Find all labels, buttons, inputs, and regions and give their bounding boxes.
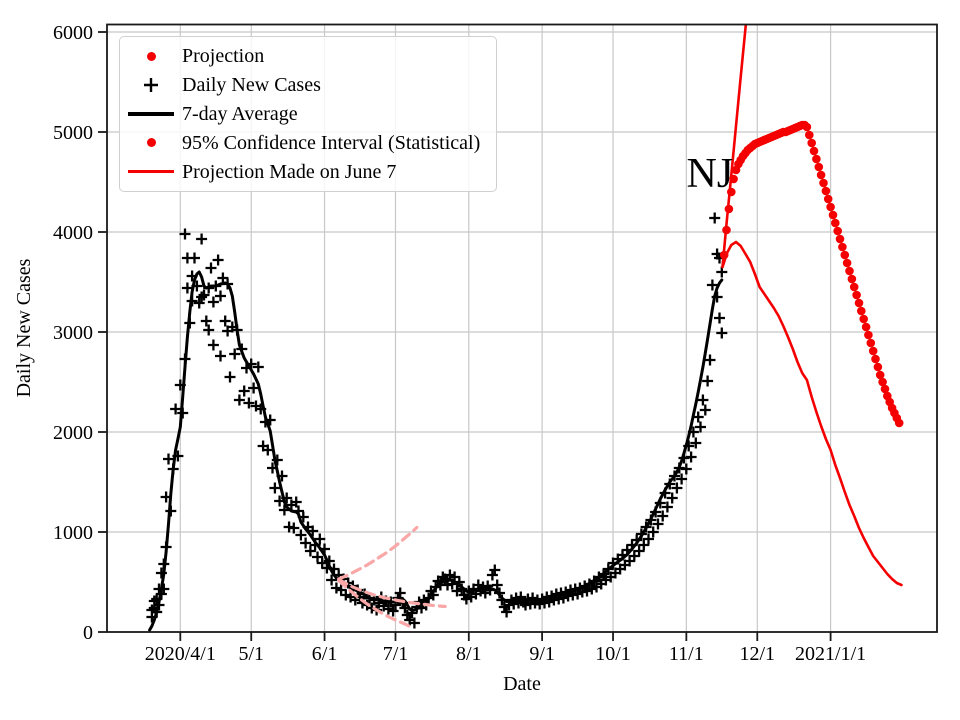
y-axis-tick-label: 3000 [53,322,93,344]
axis-tick-labels: 2020/4/1 5/1 6/1 7/1 8/1 9/1 10/1 11/1 12/1 2021/… [53,22,866,665]
x-axis-title: Date [503,673,541,695]
legend-dot-icon [120,138,182,148]
x-axis-tick-label: 10/1 [595,643,631,665]
legend-label: Daily New Cases [182,74,321,97]
x-axis-tick-label: 5/1 [238,643,264,665]
gridlines [107,24,937,632]
line-sample-icon [128,169,174,174]
series-seven-day-average [148,270,724,632]
legend-item-1: Daily New Cases [120,71,496,99]
series-daily-new-cases [146,212,728,629]
legend-label: Projection Made on June 7 [182,160,397,183]
series-ci-upper [721,24,748,269]
legend-item-0: Projection [120,42,496,70]
legend-item-4: Projection Made on June 7 [120,158,496,186]
series-june7-projection-lower [337,578,414,630]
legend-plus-icon [120,76,182,94]
series-june7-projection-upper [337,525,419,581]
series-ci-lower [721,240,903,587]
x-axis-tick-label: 6/1 [312,643,338,665]
legend-line-icon [120,112,182,116]
legend-item-3: 95% Confidence Interval (Statistical) [120,129,496,157]
x-axis-tick-label: 9/1 [529,643,555,665]
y-axis-title: Daily New Cases [13,258,35,397]
y-axis-tick-label: 0 [83,622,93,644]
y-axis-tick-label: 1000 [53,522,93,544]
legend-label: 7-day Average [182,102,298,125]
legend-dot-icon [120,51,182,61]
y-axis-tick-label: 2000 [53,422,93,444]
y-axis-tick-label: 4000 [53,222,93,244]
legend-item-2: 7-day Average [120,100,496,128]
x-axis-tick-label: 11/1 [669,643,704,665]
y-axis-tick-label: 6000 [53,22,93,44]
x-axis-tick-label: 12/1 [740,643,776,665]
x-axis-tick-label: 2021/1/1 [795,643,866,665]
axis-ticks [98,31,832,641]
series-june7-projection-central [337,577,447,609]
x-axis-tick-label: 7/1 [383,643,409,665]
dot-icon [146,138,156,148]
plus-icon [144,78,158,93]
legend-label: 95% Confidence Interval (Statistical) [182,131,481,154]
x-axis-tick-label: 8/1 [456,643,482,665]
legend-line-icon [120,169,182,174]
legend: Projection Daily New Cases 7-day Average 95… [119,36,497,192]
y-axis-tick-label: 5000 [53,122,93,144]
dot-icon [146,51,156,61]
x-axis-tick-label: 2020/4/1 [145,643,216,665]
plot-area [146,24,904,632]
state-annotation: NJ [687,151,734,197]
legend-label: Projection [182,45,265,68]
line-sample-icon [128,112,174,116]
series-projection-dots [719,120,904,428]
plot-border [106,23,938,633]
